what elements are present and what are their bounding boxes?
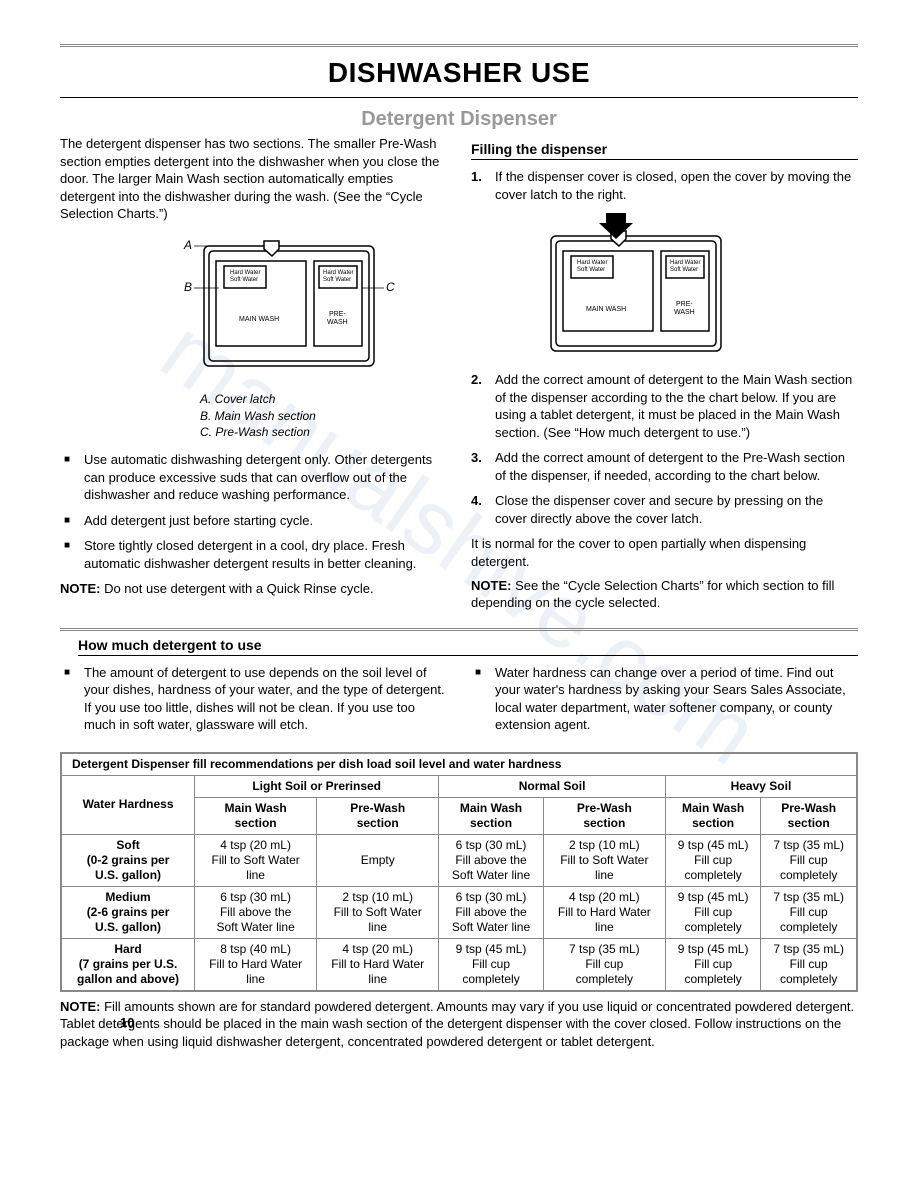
svg-text:Soft Water: Soft Water (323, 277, 351, 283)
svg-text:Hard Water: Hard Water (670, 260, 700, 266)
svg-text:B: B (184, 280, 192, 294)
table-row: Medium(2-6 grains perU.S. gallon) 6 tsp … (61, 886, 857, 938)
sub-col: Main Washsection (195, 797, 317, 834)
svg-text:MAIN WASH: MAIN WASH (586, 306, 626, 313)
sub-col: Main Washsection (665, 797, 760, 834)
detergent-table: Detergent Dispenser fill recommendations… (60, 752, 858, 992)
legend-a: A. Cover latch (200, 391, 447, 408)
table-row: Hard(7 grains per U.S.gallon and above) … (61, 938, 857, 991)
dispenser-diagram-labeled: Hard Water Soft Water Hard Water Soft Wa… (104, 231, 404, 381)
col-normal: Normal Soil (439, 775, 666, 797)
filling-steps-cont: 2.Add the correct amount of detergent to… (471, 371, 858, 527)
list-item: Store tightly closed detergent in a cool… (60, 537, 447, 572)
svg-text:Hard Water: Hard Water (577, 260, 607, 266)
legend-c: C. Pre-Wash section (200, 424, 447, 441)
table-title: Detergent Dispenser fill recommendations… (61, 753, 857, 776)
svg-text:Hard Water: Hard Water (230, 270, 260, 276)
list-item: Add detergent just before starting cycle… (60, 512, 447, 530)
step-item: 4.Close the dispenser cover and secure b… (471, 492, 858, 527)
col-light: Light Soil or Prerinsed (195, 775, 439, 797)
legend-b: B. Main Wash section (200, 408, 447, 425)
top-rule (60, 44, 858, 47)
svg-text:PRE-: PRE- (676, 301, 693, 308)
sub-col: Pre-Washsection (761, 797, 857, 834)
how-much-right: Water hardness can change over a period … (471, 664, 858, 742)
top-two-col: The detergent dispenser has two sections… (60, 135, 858, 618)
page-title: DISHWASHER USE (60, 51, 858, 95)
filling-steps: 1.If the dispenser cover is closed, open… (471, 168, 858, 203)
page-number: 10 (120, 1015, 134, 1030)
right-column: Filling the dispenser 1.If the dispenser… (471, 135, 858, 618)
sub-col: Pre-Washsection (317, 797, 439, 834)
diagram-legend: A. Cover latch B. Main Wash section C. P… (200, 391, 447, 441)
page-content: DISHWASHER USE Detergent Dispenser The d… (60, 44, 858, 1050)
col-heavy: Heavy Soil (665, 775, 857, 797)
step-item: 1.If the dispenser cover is closed, open… (471, 168, 858, 203)
step-item: 2.Add the correct amount of detergent to… (471, 371, 858, 441)
section-subtitle: Detergent Dispenser (60, 108, 858, 131)
svg-text:Soft Water: Soft Water (230, 277, 258, 283)
how-much-two-col: The amount of detergent to use depends o… (60, 664, 858, 742)
left-bullet-list: Use automatic dishwashing detergent only… (60, 451, 447, 572)
dispenser-diagram-arrow: Hard Water Soft Water Hard Water Soft Wa… (531, 211, 751, 361)
filling-note: NOTE: See the “Cycle Selection Charts” f… (471, 577, 858, 612)
mid-rule (60, 628, 858, 631)
svg-text:A: A (183, 238, 192, 252)
sub-col: Pre-Washsection (543, 797, 665, 834)
svg-text:C: C (386, 280, 395, 294)
col-hardness: Water Hardness (61, 775, 195, 834)
footer-note: NOTE: Fill amounts shown are for standar… (60, 998, 858, 1051)
list-item: Water hardness can change over a period … (471, 664, 858, 734)
table-row: Soft(0-2 grains perU.S. gallon) 4 tsp (2… (61, 834, 857, 886)
svg-text:MAIN WASH: MAIN WASH (239, 316, 279, 323)
list-item: The amount of detergent to use depends o… (60, 664, 447, 734)
how-much-left: The amount of detergent to use depends o… (60, 664, 447, 742)
step-item: 3.Add the correct amount of detergent to… (471, 449, 858, 484)
filling-header: Filling the dispenser (471, 141, 858, 160)
left-column: The detergent dispenser has two sections… (60, 135, 447, 618)
sub-col: Main Washsection (439, 797, 544, 834)
list-item: Use automatic dishwashing detergent only… (60, 451, 447, 504)
svg-text:WASH: WASH (327, 319, 348, 326)
svg-text:Soft Water: Soft Water (577, 267, 605, 273)
svg-text:Soft Water: Soft Water (670, 267, 698, 273)
svg-text:WASH: WASH (674, 309, 695, 316)
svg-text:Hard Water: Hard Water (323, 270, 353, 276)
svg-text:PRE-: PRE- (329, 311, 346, 318)
how-much-header: How much detergent to use (78, 637, 858, 656)
left-note: NOTE: Do not use detergent with a Quick … (60, 580, 447, 598)
intro-paragraph: The detergent dispenser has two sections… (60, 135, 447, 223)
title-underline (60, 97, 858, 98)
filling-tail: It is normal for the cover to open parti… (471, 535, 858, 570)
